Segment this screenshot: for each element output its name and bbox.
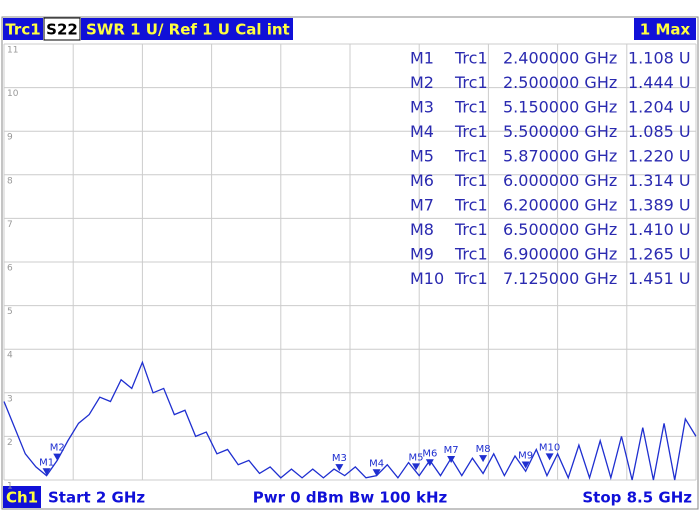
param-label: S22 [46,21,78,39]
trace-box [3,18,43,40]
y-tick-label: 8 [7,176,13,186]
table-marker: M3 [410,98,434,117]
marker [42,468,51,476]
table-value: 1.220 U [628,147,691,166]
table-value: 1.108 U [628,49,691,68]
marker [412,463,421,471]
table-marker: M7 [410,196,434,215]
table-trace: Trc1 [454,122,488,141]
y-tick-label: 2 [7,438,13,448]
table-value: 1.085 U [628,122,691,141]
marker-label: M4 [369,458,384,469]
table-trace: Trc1 [454,49,488,68]
table-freq: 2.400000 GHz [503,49,617,68]
table-marker: M9 [410,245,434,264]
marker-label: M2 [50,443,65,454]
table-trace: Trc1 [454,98,488,117]
table-marker: M6 [410,171,434,190]
table-freq: 6.200000 GHz [503,196,617,215]
marker-label: M3 [332,453,347,464]
table-freq: 6.500000 GHz [503,220,617,239]
channel-box [3,486,41,508]
table-trace: Trc1 [454,269,488,288]
table-value: 1.265 U [628,245,691,264]
table-freq: 6.000000 GHz [503,171,617,190]
table-freq: 5.500000 GHz [503,122,617,141]
y-tick-label: 1 [7,482,13,492]
table-freq: 7.125000 GHz [503,269,617,288]
trace-label: Trc1 [5,21,40,39]
marker [521,461,530,469]
marker [425,459,434,467]
table-trace: Trc1 [454,171,488,190]
start-label: Start 2 GHz [48,489,145,507]
table-marker: M5 [410,147,434,166]
y-tick-label: 7 [7,220,13,230]
param-box [43,17,81,41]
table-freq: 5.870000 GHz [503,147,617,166]
table-freq: 6.900000 GHz [503,245,617,264]
marker-label: M10 [539,442,560,453]
table-value: 1.204 U [628,98,691,117]
table-trace: Trc1 [454,245,488,264]
marker [372,469,381,477]
table-value: 1.314 U [628,171,691,190]
table-marker: M1 [410,49,434,68]
table-marker: M2 [410,73,434,92]
marker [479,455,488,463]
y-tick-label: 3 [7,394,13,404]
marker-label: M5 [409,452,424,463]
table-trace: Trc1 [454,73,488,92]
marker-label: M9 [518,450,533,461]
marker [53,453,62,461]
marker-label: M6 [422,448,437,459]
marker [335,464,344,472]
table-marker: M8 [410,220,434,239]
trace [3,360,697,481]
table-marker: M4 [410,122,434,141]
table-freq: 5.150000 GHz [503,98,617,117]
y-tick-label: 10 [7,89,19,99]
y-tick-label: 9 [7,133,13,143]
format-label: SWR 1 U/ Ref 1 U Cal int [86,21,290,39]
scale-box [634,18,696,40]
format-box [81,18,293,40]
table-trace: Trc1 [454,147,488,166]
table-value: 1.410 U [628,220,691,239]
y-tick-label: 4 [7,351,13,361]
marker-label: M8 [476,444,491,455]
y-tick-label: 5 [7,307,13,317]
marker-label: M1 [39,457,54,468]
table-trace: Trc1 [454,220,488,239]
table-trace: Trc1 [454,196,488,215]
table-value: 1.389 U [628,196,691,215]
y-tick-label: 11 [7,46,18,56]
marker [545,453,554,461]
scale-label: 1 Max [640,21,691,39]
table-marker: M10 [410,269,444,288]
marker [447,456,456,464]
y-tick-label: 6 [7,264,13,274]
marker-label: M7 [444,445,459,456]
table-value: 1.451 U [628,269,691,288]
table-value: 1.444 U [628,73,691,92]
stop-label: Stop 8.5 GHz [582,489,692,507]
power-label: Pwr 0 dBm Bw 100 kHz [253,489,448,507]
channel-label: Ch1 [6,489,38,507]
table-freq: 2.500000 GHz [503,73,617,92]
